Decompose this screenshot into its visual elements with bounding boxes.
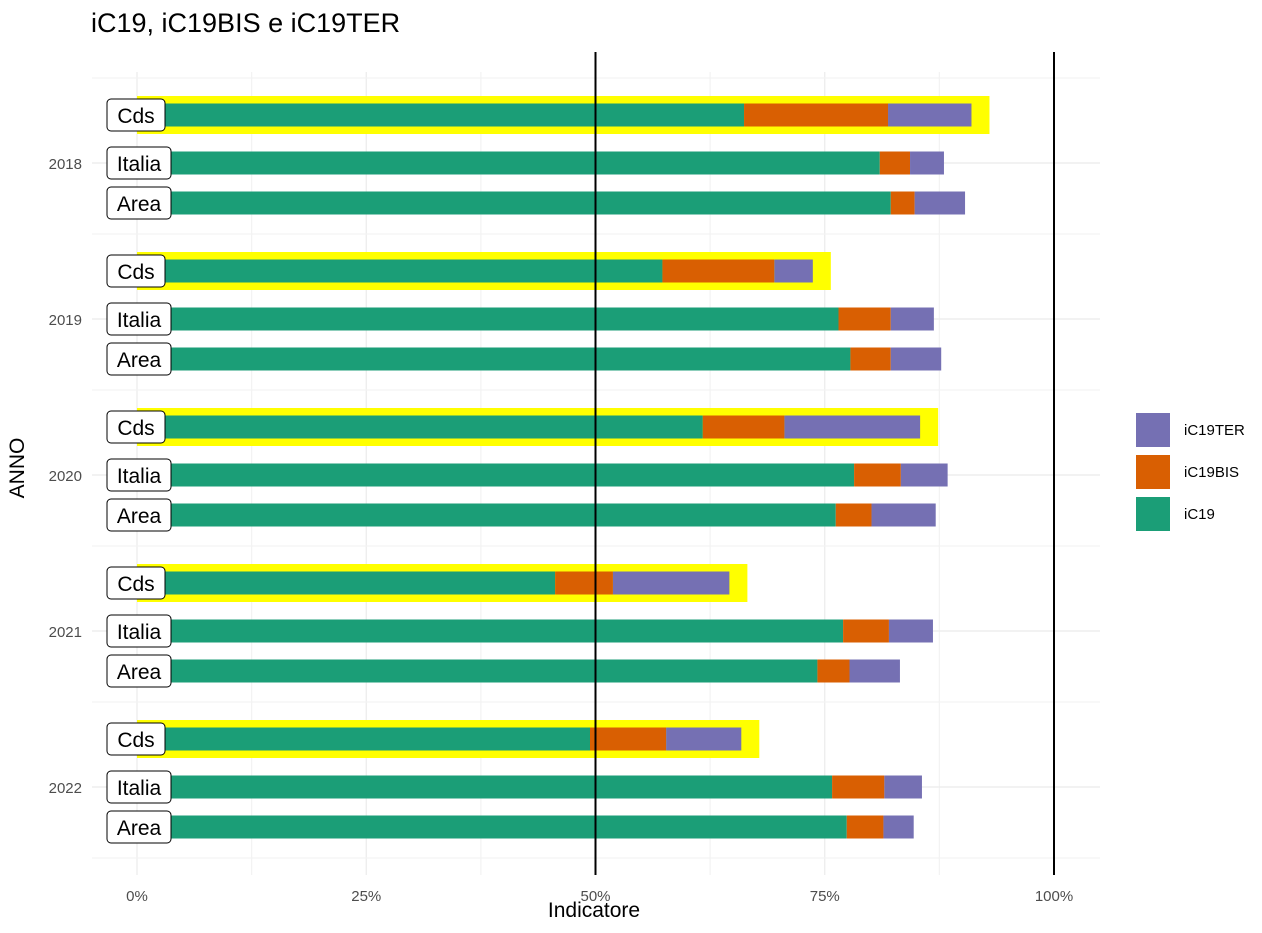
subgroup-label: Area	[117, 817, 162, 840]
bar-ic19bis-2021-area	[817, 659, 850, 683]
bar-ic19ter-2022-cds	[666, 727, 742, 751]
bar-ic19ter-2019-area	[890, 347, 942, 371]
subgroup-label: Italia	[117, 309, 162, 332]
legend-item: iC19	[1136, 494, 1245, 534]
legend-label: iC19	[1184, 505, 1215, 523]
bar-ic19bis-2018-area	[890, 191, 915, 215]
bar-ic19bis-2019-area	[850, 347, 891, 371]
subgroup-label-box	[106, 146, 172, 180]
bar-ic19ter-2021-area	[849, 659, 900, 683]
bar-ic19-2019-area	[137, 347, 851, 371]
bar-ic19-2022-area	[137, 815, 847, 839]
chart-title: iC19, iC19BIS e iC19TER	[91, 8, 401, 38]
subgroup-label-box	[106, 254, 166, 288]
bar-ic19ter-2022-area	[883, 815, 914, 839]
legend-swatch-ic19	[1136, 497, 1170, 531]
subgroup-label-box	[106, 186, 172, 220]
subgroup-label-box	[106, 654, 172, 688]
bar-ic19ter-2018-area	[914, 191, 966, 215]
subgroup-label: Italia	[117, 777, 162, 800]
bar-ic19bis-2022-italia	[832, 775, 885, 799]
bar-ic19bis-2020-cds	[702, 415, 785, 439]
x-tick-label: 0%	[126, 888, 148, 905]
bar-ic19-2018-area	[137, 191, 891, 215]
bar-ic19ter-2019-cds	[774, 259, 813, 283]
subgroup-label-box	[106, 614, 172, 648]
subgroup-label-box	[106, 98, 166, 132]
legend-label: iC19BIS	[1184, 463, 1240, 481]
subgroup-label-box	[106, 342, 172, 376]
bar-ic19bis-2021-cds	[555, 571, 613, 595]
subgroup-label: Area	[117, 505, 162, 528]
subgroup-label: Cds	[117, 261, 154, 284]
subgroup-label: Italia	[117, 465, 162, 488]
bar-ic19-2021-italia	[137, 619, 844, 643]
subgroup-label: Italia	[117, 153, 162, 176]
y-tick-label: 2020	[49, 468, 82, 485]
x-tick-label: 25%	[351, 888, 381, 905]
bar-ic19-2021-cds	[137, 571, 556, 595]
bar-ic19bis-2020-italia	[854, 463, 901, 487]
bar-ic19ter-2018-cds	[888, 103, 972, 127]
bar-ic19bis-2019-cds	[662, 259, 775, 283]
bar-ic19-2019-italia	[137, 307, 839, 331]
bar-ic19bis-2018-cds	[744, 103, 889, 127]
subgroup-label-box	[106, 810, 172, 844]
x-tick-label: 50%	[580, 888, 610, 905]
bar-ic19-2018-italia	[137, 151, 880, 175]
subgroup-label-box	[106, 770, 172, 804]
bar-ic19ter-2022-italia	[884, 775, 922, 799]
bar-ic19bis-2019-italia	[838, 307, 891, 331]
y-tick-label: 2018	[49, 156, 82, 173]
legend-swatch-ic19bis	[1136, 455, 1170, 489]
bar-ic19-2019-cds	[137, 259, 663, 283]
subgroup-label-box	[106, 566, 166, 600]
subgroup-label: Area	[117, 349, 162, 372]
subgroup-label: Area	[117, 193, 162, 216]
subgroup-label: Italia	[117, 621, 162, 644]
legend: iC19TER iC19BIS iC19	[1136, 410, 1245, 536]
bar-ic19-2020-italia	[137, 463, 855, 487]
subgroup-label: Cds	[117, 729, 154, 752]
bar-ic19-2021-area	[137, 659, 818, 683]
bar-ic19-2022-italia	[137, 775, 833, 799]
bar-ic19bis-2022-area	[846, 815, 884, 839]
y-tick-label: 2022	[49, 780, 82, 797]
bar-ic19bis-2022-cds	[589, 727, 667, 751]
x-tick-label: 75%	[810, 888, 840, 905]
bar-ic19-2020-area	[137, 503, 836, 527]
bar-ic19bis-2020-area	[835, 503, 872, 527]
legend-item: iC19BIS	[1136, 452, 1245, 492]
subgroup-label: Cds	[117, 573, 154, 596]
subgroup-label: Cds	[117, 417, 154, 440]
x-axis-title: Indicatore	[547, 899, 641, 922]
bar-ic19ter-2021-italia	[888, 619, 933, 643]
bar-ic19-2020-cds	[137, 415, 703, 439]
bar-ic19bis-2021-italia	[843, 619, 889, 643]
bar-ic19ter-2019-italia	[890, 307, 934, 331]
legend-swatch-ic19ter	[1136, 413, 1170, 447]
y-tick-label: 2019	[49, 312, 82, 329]
bar-ic19ter-2018-italia	[910, 151, 944, 175]
bar-ic19bis-2018-italia	[879, 151, 911, 175]
subgroup-label-box	[106, 722, 166, 756]
y-tick-label: 2021	[49, 624, 82, 641]
legend-item: iC19TER	[1136, 410, 1245, 450]
subgroup-label-box	[106, 498, 172, 532]
x-tick-label: 100%	[1035, 888, 1073, 905]
bar-ic19-2018-cds	[137, 103, 745, 127]
subgroup-label-box	[106, 410, 166, 444]
bar-ic19ter-2021-cds	[612, 571, 730, 595]
bar-ic19-2022-cds	[137, 727, 590, 751]
bar-ic19ter-2020-cds	[784, 415, 921, 439]
subgroup-label-box	[106, 302, 172, 336]
subgroup-label-box	[106, 458, 172, 492]
legend-label: iC19TER	[1184, 421, 1245, 439]
bar-ic19ter-2020-area	[871, 503, 936, 527]
bar-ic19ter-2020-italia	[900, 463, 948, 487]
subgroup-label: Area	[117, 661, 162, 684]
subgroup-label: Cds	[117, 105, 154, 128]
